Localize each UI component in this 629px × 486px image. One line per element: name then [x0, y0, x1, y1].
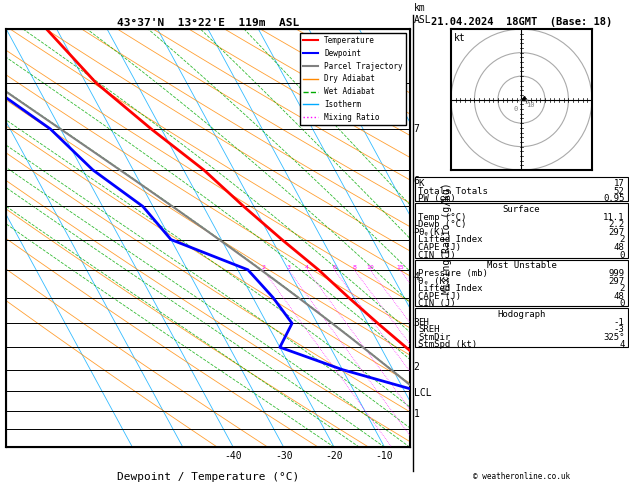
- Text: Hodograph: Hodograph: [498, 310, 545, 319]
- Text: 4: 4: [619, 340, 625, 349]
- Text: CIN (J): CIN (J): [418, 299, 456, 308]
- Text: 0: 0: [619, 299, 625, 308]
- Text: © weatheronline.co.uk: © weatheronline.co.uk: [473, 472, 570, 481]
- Text: -30: -30: [275, 451, 292, 461]
- Text: 999: 999: [608, 269, 625, 278]
- Text: Lifted Index: Lifted Index: [418, 284, 483, 293]
- Text: 8: 8: [352, 265, 356, 270]
- Text: 5: 5: [525, 99, 529, 105]
- Text: -20: -20: [325, 451, 343, 461]
- Text: 2: 2: [619, 284, 625, 293]
- Text: θₑ (K): θₑ (K): [418, 277, 450, 286]
- Text: CAPE (J): CAPE (J): [418, 292, 461, 301]
- Text: -1: -1: [614, 318, 625, 327]
- Text: 2: 2: [414, 363, 420, 372]
- Text: 52: 52: [614, 187, 625, 196]
- Text: 15: 15: [396, 265, 404, 270]
- Text: 5: 5: [414, 225, 420, 235]
- Text: Temp (°C): Temp (°C): [418, 213, 467, 222]
- Text: 4: 4: [305, 265, 309, 270]
- Text: CIN (J): CIN (J): [418, 250, 456, 260]
- Text: 2: 2: [261, 265, 265, 270]
- Text: StmDir: StmDir: [418, 333, 450, 342]
- Text: 21.04.2024  18GMT  (Base: 18): 21.04.2024 18GMT (Base: 18): [431, 17, 612, 27]
- Text: -3: -3: [614, 325, 625, 334]
- Text: 325°: 325°: [603, 333, 625, 342]
- Text: 10: 10: [366, 265, 374, 270]
- Text: θₑ(K): θₑ(K): [418, 228, 445, 237]
- Text: K: K: [418, 179, 424, 189]
- Text: Totals Totals: Totals Totals: [418, 187, 488, 196]
- Text: 6: 6: [414, 175, 420, 186]
- Text: Surface: Surface: [503, 206, 540, 214]
- Text: 10: 10: [526, 102, 535, 108]
- Text: EH: EH: [418, 318, 429, 327]
- Text: LCL: LCL: [414, 388, 431, 398]
- Text: 3: 3: [286, 265, 291, 270]
- Text: km
ASL: km ASL: [414, 3, 431, 25]
- Text: 1: 1: [414, 409, 420, 418]
- Text: 0.95: 0.95: [603, 194, 625, 204]
- Text: 11.1: 11.1: [603, 213, 625, 222]
- Text: 3: 3: [414, 318, 420, 329]
- Text: Dewpoint / Temperature (°C): Dewpoint / Temperature (°C): [117, 472, 299, 482]
- Text: 6: 6: [332, 265, 336, 270]
- Text: 297: 297: [608, 228, 625, 237]
- Text: 297: 297: [608, 277, 625, 286]
- Text: Dewp (°C): Dewp (°C): [418, 221, 467, 229]
- Text: -10: -10: [376, 451, 393, 461]
- Text: PW (cm): PW (cm): [418, 194, 456, 204]
- Text: Lifted Index: Lifted Index: [418, 235, 483, 244]
- Text: CAPE (J): CAPE (J): [418, 243, 461, 252]
- Text: 0: 0: [513, 106, 518, 112]
- Text: 2.2: 2.2: [608, 221, 625, 229]
- Text: 4: 4: [414, 272, 420, 282]
- Text: 0: 0: [619, 250, 625, 260]
- Legend: Temperature, Dewpoint, Parcel Trajectory, Dry Adiabat, Wet Adiabat, Isotherm, Mi: Temperature, Dewpoint, Parcel Trajectory…: [300, 33, 406, 125]
- Text: Mixing Ratio (g/kg): Mixing Ratio (g/kg): [442, 182, 452, 294]
- Text: 2: 2: [619, 235, 625, 244]
- Text: 48: 48: [614, 292, 625, 301]
- Text: 7: 7: [414, 124, 420, 134]
- Text: Pressure (mb): Pressure (mb): [418, 269, 488, 278]
- Text: StmSpd (kt): StmSpd (kt): [418, 340, 477, 349]
- Text: SREH: SREH: [418, 325, 440, 334]
- Text: Most Unstable: Most Unstable: [486, 261, 557, 271]
- Text: kt: kt: [454, 34, 465, 43]
- Text: 48: 48: [614, 243, 625, 252]
- Text: -40: -40: [225, 451, 242, 461]
- Title: 43°37'N  13°22'E  119m  ASL: 43°37'N 13°22'E 119m ASL: [117, 18, 299, 28]
- Text: 17: 17: [614, 179, 625, 189]
